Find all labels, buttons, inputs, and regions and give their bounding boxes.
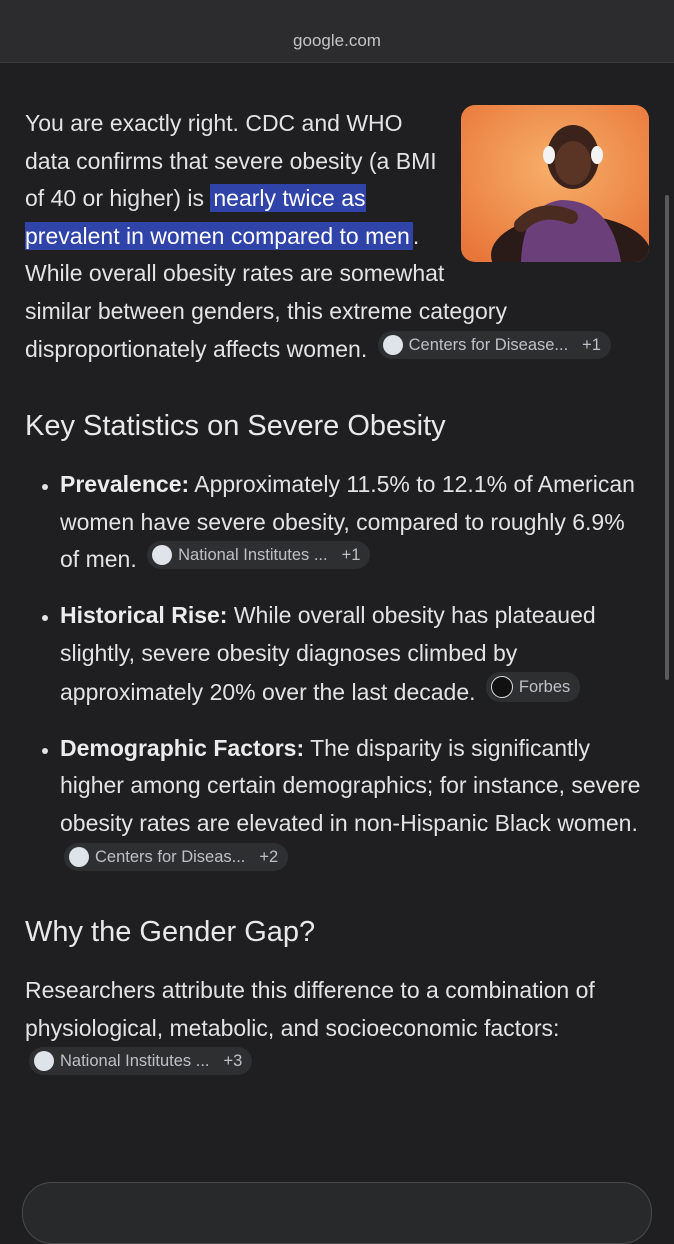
source-count: +1 <box>341 546 361 565</box>
heading: Key Statistics on Severe Obesity <box>25 410 446 443</box>
source-name: Centers for Diseas... <box>95 847 246 866</box>
stat-label: Demographic Factors: <box>60 734 305 761</box>
stat-item: Demographic Factors: The disparity is si… <box>60 730 650 880</box>
source-chip[interactable]: Centers for Diseas... +2 <box>64 842 289 871</box>
stat-label: Prevalence: <box>60 471 190 498</box>
heading: Why the Gender Gap? <box>25 916 316 949</box>
intro: You are exactly right. CDC and WHO data … <box>25 105 650 368</box>
page: google.com {"url": "google.com", "intro"… <box>0 0 674 1200</box>
source-chip[interactable]: Centers for Disease... +1 <box>377 330 611 359</box>
source-name: National Institutes ... <box>60 1052 210 1071</box>
source-count: +2 <box>259 847 279 866</box>
source-chip[interactable]: Forbes <box>485 672 581 703</box>
source-count: +3 <box>223 1052 243 1071</box>
stat-item: Historical Rise: While overall obesity h… <box>60 597 650 712</box>
stat-text: While overall obesity has plateaued slig… <box>60 601 596 706</box>
paragraph-text: Researchers attribute this difference to… <box>25 977 595 1041</box>
scrollbar[interactable] <box>665 195 669 680</box>
source-count: +1 <box>582 335 601 354</box>
source-icon <box>152 545 173 566</box>
source-icon <box>34 1051 54 1072</box>
paragraph: Researchers attribute this difference to… <box>25 972 650 1085</box>
source-chip[interactable]: National Institutes ... +1 <box>147 541 371 570</box>
stat-list: Prevalence: Approximately 11.5% to 12.1%… <box>25 466 650 880</box>
source-icon <box>490 676 513 699</box>
stat-item: Prevalence: Approximately 11.5% to 12.1%… <box>60 466 650 579</box>
screen: google.com You are exactly right. CDC an… <box>0 0 674 1200</box>
url: google.com <box>293 31 381 50</box>
input-box[interactable] <box>22 1182 652 1244</box>
stat-text: The disparity is significantly higher am… <box>60 734 641 836</box>
source-chip[interactable]: National Institutes ... +3 <box>29 1047 253 1076</box>
answer: You are exactly right. CDC and WHO data … <box>0 63 674 1085</box>
source-icon <box>382 334 403 355</box>
source-icon <box>69 846 89 867</box>
intro-text: You are exactly right. CDC and WHO data … <box>25 110 437 212</box>
source-name: Forbes <box>518 678 571 697</box>
stat-text: Approximately 11.5% to 12.1% of American… <box>60 471 635 573</box>
photo[interactable] <box>461 105 649 262</box>
source-name: National Institutes ... <box>178 546 328 565</box>
intro-text: . While overall obesity rates are somewh… <box>25 222 507 362</box>
stat-label: Historical Rise: <box>60 601 228 628</box>
source-name: Centers for Disease... <box>408 335 569 354</box>
address-bar[interactable]: google.com <box>0 0 674 63</box>
